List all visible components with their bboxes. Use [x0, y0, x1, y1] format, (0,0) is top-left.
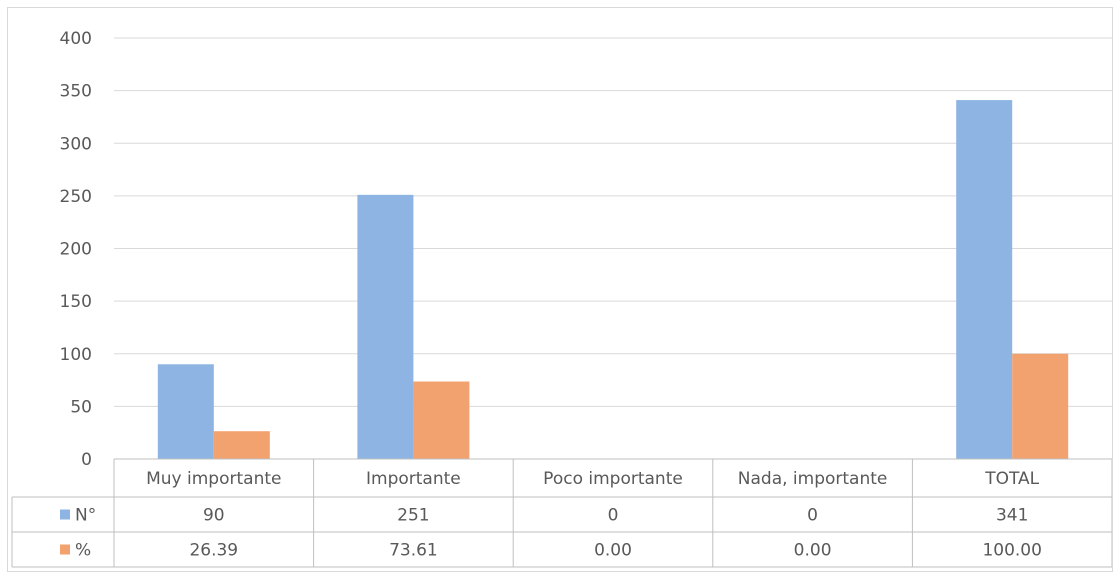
bar-percent [1012, 353, 1069, 459]
data-label: 341 [996, 506, 1028, 526]
data-label: 251 [397, 506, 429, 526]
y-tick-label: 250 [60, 187, 92, 207]
data-label: 0 [807, 506, 818, 526]
data-label: 0.00 [594, 541, 632, 561]
y-tick-label: 300 [60, 134, 92, 154]
bar-count [157, 364, 214, 459]
category-label: Nada, importante [738, 469, 888, 489]
category-label: Poco importante [543, 469, 683, 489]
bar-percent [413, 381, 470, 459]
data-label: 90 [203, 506, 225, 526]
data-label: 0.00 [794, 541, 832, 561]
y-tick-label: 400 [60, 29, 92, 49]
category-label: Muy importante [146, 469, 281, 489]
legend-label: N° [75, 506, 96, 526]
data-label: 100.00 [982, 541, 1041, 561]
data-label: 0 [608, 506, 619, 526]
bar-count [357, 194, 414, 459]
legend-key-percent [60, 544, 70, 555]
y-tick-label: 200 [60, 240, 92, 260]
category-label: TOTAL [984, 469, 1039, 489]
bar-chart: 0 50 100 150 200 250 300 350 400 Muy importante Im… [11, 29, 1113, 568]
y-tick-label: 150 [60, 292, 92, 312]
chart-area: 0 50 100 150 200 250 300 350 400 Muy importante Im… [7, 7, 1113, 572]
data-label: 73.61 [389, 541, 438, 561]
bar-percent [213, 431, 270, 459]
category-label: Importante [366, 469, 461, 489]
bar-count [956, 100, 1013, 459]
y-tick-label: 100 [60, 345, 92, 365]
y-tick-label: 50 [70, 397, 92, 417]
legend-key-count [60, 509, 70, 520]
legend-label: % [75, 541, 91, 561]
data-label: 26.39 [189, 541, 238, 561]
y-tick-label: 350 [60, 82, 92, 102]
y-tick-label: 0 [81, 450, 92, 470]
